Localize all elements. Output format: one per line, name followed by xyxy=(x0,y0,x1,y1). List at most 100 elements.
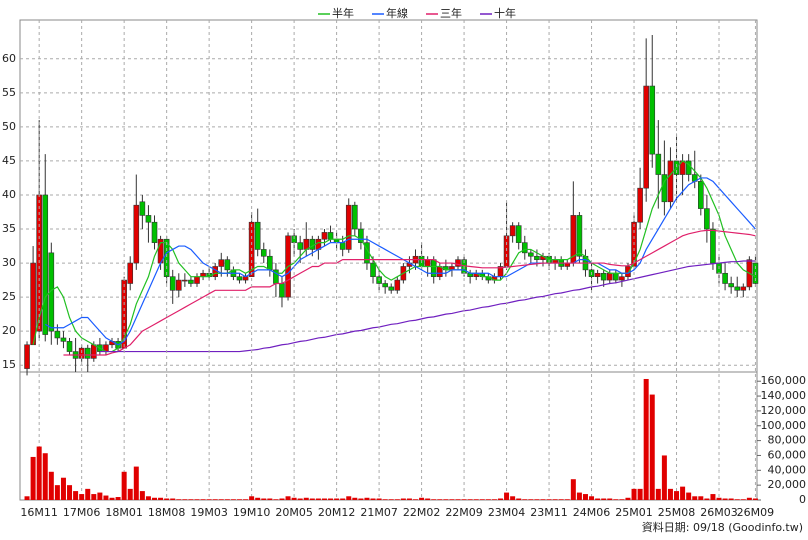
volume-bar xyxy=(437,499,443,500)
volume-bar xyxy=(115,497,121,500)
volume-bar xyxy=(643,378,649,500)
volume-bar xyxy=(334,498,340,500)
volume-bar xyxy=(249,496,255,500)
volume-bar xyxy=(285,496,291,500)
volume-bar xyxy=(740,499,746,500)
y2-tick-label: 0 xyxy=(799,493,806,506)
volume-bar xyxy=(576,492,582,500)
volume-bar xyxy=(164,498,170,500)
volume-bar xyxy=(686,492,692,500)
volume-bar xyxy=(236,499,242,500)
x-tick-label: 25M08 xyxy=(658,506,696,519)
candle-body xyxy=(339,242,346,250)
candle-body xyxy=(24,344,30,369)
x-tick-label: 22M09 xyxy=(445,506,483,519)
volume-bar xyxy=(340,498,346,500)
volume-bar xyxy=(145,496,151,500)
x-tick-label: 16M11 xyxy=(20,506,58,519)
candle-body xyxy=(66,341,73,352)
candle-body xyxy=(267,255,273,271)
y2-tick-label: 80,000 xyxy=(768,434,807,447)
volume-bar xyxy=(376,498,382,500)
volume-bar xyxy=(152,497,158,500)
candle-body xyxy=(48,252,55,332)
volume-bar xyxy=(291,497,297,500)
legend-label: 半年 xyxy=(332,6,354,20)
volume-bar xyxy=(485,499,491,500)
candle-body xyxy=(388,286,395,291)
volume-bar xyxy=(48,471,54,500)
volume-bar xyxy=(534,499,540,500)
candle-body xyxy=(254,221,261,250)
volume-bar xyxy=(655,488,661,500)
volume-bar xyxy=(619,499,625,500)
legend-label: 十年 xyxy=(494,6,516,20)
candle-body xyxy=(394,279,401,291)
candle-body xyxy=(182,279,188,282)
candle-body xyxy=(54,330,61,339)
volume-bar xyxy=(279,498,285,500)
candle-body xyxy=(309,238,316,250)
candle-body xyxy=(637,187,643,223)
candle-body xyxy=(613,272,619,281)
volume-bar xyxy=(473,499,479,500)
y-tick-label: 55 xyxy=(2,86,16,99)
volume-bar xyxy=(30,456,36,500)
volume-bar xyxy=(182,499,188,500)
volume-bar xyxy=(303,497,309,500)
volume-bar xyxy=(746,497,752,500)
volume-bar xyxy=(206,499,212,500)
volume-bar xyxy=(692,496,698,500)
candle-body xyxy=(60,337,67,342)
candle-body xyxy=(643,85,649,189)
candle-body xyxy=(534,255,540,260)
volume-bar xyxy=(127,488,133,500)
volume-bar xyxy=(103,495,109,500)
volume-bar xyxy=(589,496,595,500)
volume-bar xyxy=(546,499,552,500)
volume-bar xyxy=(315,498,321,500)
candle-body xyxy=(521,242,528,254)
volume-bar xyxy=(467,499,473,500)
volume-bar xyxy=(109,497,115,500)
volume-bar xyxy=(649,394,655,500)
candle-body xyxy=(218,259,225,267)
volume-bar xyxy=(400,498,406,500)
candle-body xyxy=(698,181,704,209)
ma-line xyxy=(44,177,756,346)
candle-body xyxy=(212,266,219,277)
candle-body xyxy=(236,276,243,281)
volume-bar xyxy=(443,499,449,500)
volume-bar xyxy=(255,497,261,500)
volume-bar xyxy=(698,496,704,500)
candle-body xyxy=(133,204,140,264)
candle-body xyxy=(600,272,607,281)
candle-body xyxy=(619,276,625,281)
volume-bar xyxy=(121,471,127,500)
candle-body xyxy=(279,283,285,298)
volume-bar xyxy=(516,498,522,500)
x-tick-label: 25M01 xyxy=(615,506,653,519)
volume-bar xyxy=(413,499,419,500)
x-tick-label: 18M08 xyxy=(148,506,186,519)
volume-bar xyxy=(613,499,619,500)
volume-bar xyxy=(200,499,206,500)
volume-bar xyxy=(158,497,164,500)
volume-bar xyxy=(625,497,631,500)
x-tick-label: 26M09 xyxy=(737,506,775,519)
volume-bar xyxy=(752,498,758,500)
x-tick-label: 22M02 xyxy=(403,506,441,519)
candle-body xyxy=(358,228,364,243)
candle-body xyxy=(169,276,176,291)
volume-bar xyxy=(552,499,558,500)
volume-bar xyxy=(309,498,315,500)
volume-bar xyxy=(394,499,400,500)
volume-bar xyxy=(528,499,534,500)
candle-body xyxy=(430,259,437,277)
x-tick-label: 23M11 xyxy=(530,506,568,519)
footer-note: 資料日期: 09/18 (Goodinfo.tw) xyxy=(642,520,803,534)
volume-bar xyxy=(24,496,30,500)
candle-body xyxy=(175,279,182,291)
volume-bar xyxy=(431,499,437,500)
candle-body xyxy=(576,215,583,257)
